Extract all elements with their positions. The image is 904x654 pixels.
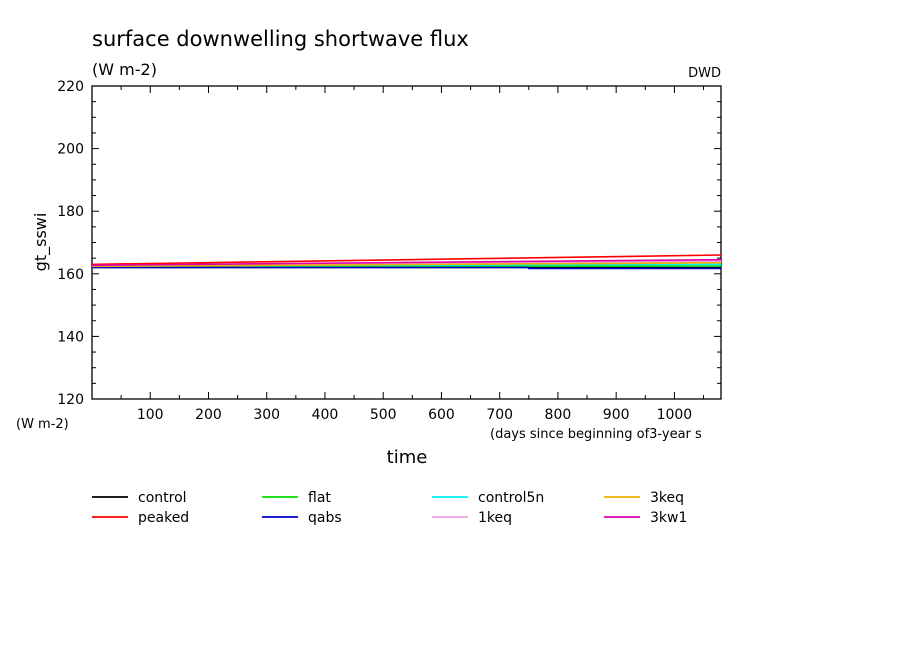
legend-label-control: control	[138, 490, 187, 506]
series-line-qabs	[92, 266, 721, 270]
legend-label-3keq: 3keq	[650, 490, 684, 506]
x-tick-label: 400	[312, 407, 339, 423]
x-axis-label: time	[387, 447, 428, 468]
x-tick-label: 600	[428, 407, 455, 423]
x-axis-units: (days since beginning of3-year s	[490, 427, 702, 442]
chart-title: surface downwelling shortwave flux	[92, 27, 469, 51]
y-tick-label: 180	[57, 204, 84, 220]
y-tick-label: 200	[57, 142, 84, 158]
x-tick-label: 500	[370, 407, 397, 423]
x-tick-label: 200	[195, 407, 222, 423]
plot-area: 120 140 160 180 200 220 100 200 300 400 500 600 700 8…	[57, 79, 722, 423]
legend-label-1keq: 1keq	[478, 510, 512, 526]
chart-subtitle: (W m-2)	[92, 60, 157, 79]
legend-label-flat: flat	[308, 490, 331, 506]
y-tick-label: 140	[57, 329, 84, 345]
series-line-peaked	[91, 254, 722, 266]
y-tick-label: 160	[57, 267, 84, 283]
x-tick-label: 300	[253, 407, 280, 423]
legend-label-control5n: control5n	[478, 490, 544, 506]
x-tick-label: 900	[603, 407, 630, 423]
legend-label-3kw1: 3kw1	[650, 510, 687, 526]
series-line-3keq	[91, 262, 722, 268]
y-axis-units: (W m-2)	[16, 417, 69, 432]
x-tick-label: 100	[137, 407, 164, 423]
legend-label-qabs: qabs	[308, 510, 342, 526]
x-tick-label: 800	[545, 407, 572, 423]
x-tick-label: 700	[486, 407, 513, 423]
legend: control peaked flat qabs control5n 1keq 3keq 3k…	[92, 490, 687, 526]
series-line-3kw1	[91, 258, 722, 267]
source-label: DWD	[688, 66, 721, 81]
y-tick-label: 220	[57, 79, 84, 95]
plot-frame	[91, 85, 722, 400]
legend-label-peaked: peaked	[138, 510, 189, 526]
y-axis-label: gt_sswi	[31, 213, 51, 272]
y-tick-label: 120	[57, 392, 84, 408]
x-tick-label: 1000	[657, 407, 693, 423]
